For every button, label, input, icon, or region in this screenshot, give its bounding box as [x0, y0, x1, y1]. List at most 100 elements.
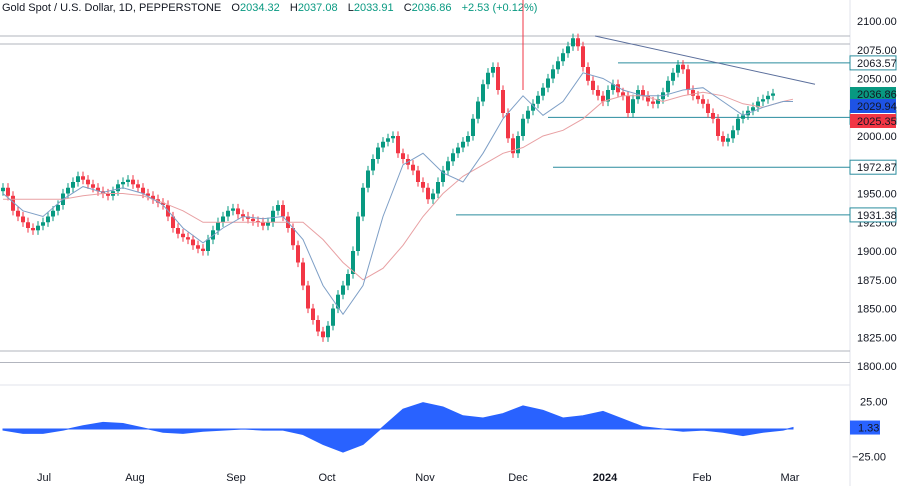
candle-body [486, 72, 490, 85]
candle-body [771, 93, 775, 96]
time-axis-tick-label: Jul [37, 472, 51, 484]
candle-body [256, 221, 260, 223]
candle-body [326, 325, 330, 338]
candle-body [516, 136, 520, 154]
candle-body [336, 294, 340, 309]
candle-body [421, 182, 425, 188]
candle-body [681, 64, 685, 70]
candle-body [231, 208, 235, 211]
trendline [594, 35, 816, 85]
candle-body [206, 239, 210, 251]
candle-body [446, 161, 450, 171]
oscillator-value-tag-label: 1.33 [858, 423, 879, 435]
candle-body [551, 69, 555, 79]
candle-body [106, 193, 110, 196]
price-axis-tick-label: 1800.00 [857, 361, 897, 373]
candle-body [381, 141, 385, 148]
candle-body [276, 205, 280, 211]
candle-body [366, 170, 370, 188]
symbol-title: Gold Spot / U.S. Dollar, 1D, PEPPERSTONE [2, 2, 222, 14]
candle-body [81, 176, 85, 180]
candle-body [171, 216, 175, 228]
candle-body [241, 214, 245, 217]
candle-body [656, 99, 660, 104]
candle-body [426, 187, 430, 200]
candle-body [136, 184, 140, 188]
candle-body [26, 222, 30, 228]
candle-body [281, 205, 285, 217]
candle-body [686, 69, 690, 90]
candle-body [506, 113, 510, 139]
candle-body [66, 187, 70, 194]
candle-body [401, 153, 405, 159]
candle-body [236, 208, 240, 215]
price-axis-tick-label: 1950.00 [857, 189, 897, 201]
candle-body [141, 187, 145, 194]
candle-body [666, 80, 670, 93]
time-axis-tick-label: Aug [125, 472, 145, 484]
candle-body [751, 107, 755, 111]
candle-body [631, 99, 635, 113]
current-price-tag [850, 114, 896, 128]
candle-body [701, 99, 705, 104]
candle-body [226, 210, 230, 217]
candle-body [461, 141, 465, 148]
time-axis-tick-label: 2024 [593, 472, 618, 484]
open-value: 2034.32 [239, 2, 280, 14]
candle-body [291, 228, 295, 246]
candle-body [481, 84, 485, 102]
candle-body [316, 320, 320, 332]
change-value: +2.53 (+0.12%) [461, 2, 538, 14]
candle-body [596, 90, 600, 96]
candle-body [126, 179, 130, 182]
candle-body [431, 193, 435, 200]
current-price-tag-label: 2036.86 [857, 89, 897, 101]
time-axis-tick-label: Nov [415, 472, 435, 484]
candle-body [186, 237, 190, 240]
candle-body [301, 262, 305, 286]
current-price-tag [850, 99, 896, 113]
candle-body [266, 222, 270, 226]
candle-body [181, 233, 185, 238]
candle-body [386, 138, 390, 142]
candle-body [721, 136, 725, 142]
candle-body [451, 153, 455, 162]
candle-body [476, 101, 480, 119]
candle-body [466, 136, 470, 142]
candle-body [726, 138, 730, 142]
candle-body [546, 78, 550, 88]
candle-body [116, 184, 120, 192]
slow-moving-average-line [3, 91, 794, 281]
high-label: H [289, 2, 298, 14]
candle-body [356, 216, 360, 251]
time-axis-tick-label: Feb [693, 472, 712, 484]
candle-body [51, 210, 55, 217]
candle-body [36, 225, 40, 231]
candle-body [711, 113, 715, 119]
candle-body [391, 136, 395, 139]
candle-body [591, 80, 595, 90]
candle-body [331, 308, 335, 326]
candle-body [581, 46, 585, 67]
candle-body [361, 187, 365, 217]
candle-body [396, 136, 400, 154]
candle-body [671, 72, 675, 81]
open-label: O [231, 2, 240, 14]
candle-body [261, 222, 265, 226]
level-price-tag-label: 2063.57 [857, 58, 897, 70]
candle-body [676, 64, 680, 73]
candle-body [541, 87, 545, 96]
candle-body [221, 216, 225, 223]
candle-body [416, 170, 420, 182]
candle-body [346, 274, 350, 286]
candle-body [311, 308, 315, 320]
chart-header: Gold Spot / U.S. Dollar, 1D, PEPPERSTONE… [2, 2, 537, 14]
candle-body [741, 115, 745, 119]
price-axis-tick-label: 2100.00 [857, 16, 897, 28]
oscillator-axis-tick-label: 25.00 [860, 397, 888, 409]
candle-body [441, 170, 445, 182]
candle-body [571, 38, 575, 47]
candle-body [76, 176, 80, 182]
candle-body [56, 205, 60, 211]
